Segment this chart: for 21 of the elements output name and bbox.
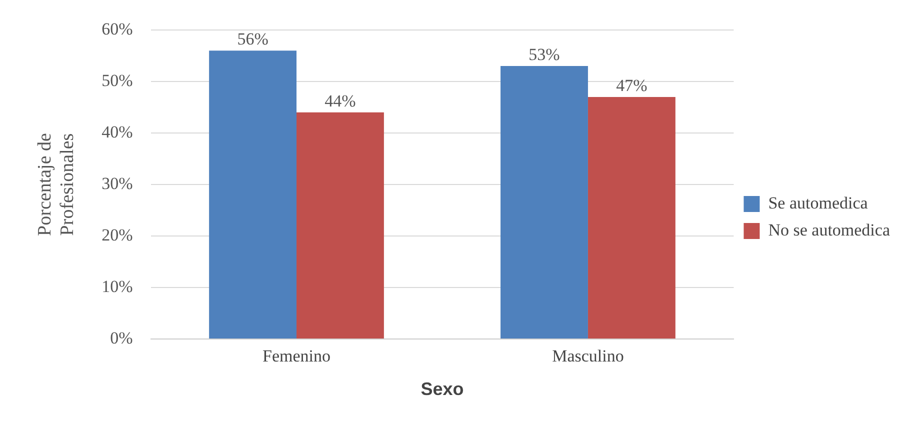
x-axis-title: Sexo (420, 379, 464, 400)
y-tick-label: 30% (102, 174, 133, 193)
y-tick-label: 20% (102, 225, 133, 244)
x-tick-label: Femenino (262, 346, 330, 366)
bar (500, 66, 588, 338)
y-tick-label: 10% (102, 276, 133, 296)
data-label: 44% (324, 91, 356, 110)
y-tick-label: 40% (102, 122, 133, 142)
y-tick-label: 0% (110, 328, 133, 348)
bar (296, 112, 384, 338)
legend-label: No se automedica (768, 220, 890, 240)
bar (588, 96, 676, 338)
data-label: 56% (237, 30, 268, 49)
x-tick-label: Masculino (552, 346, 624, 366)
data-label: 47% (616, 76, 648, 95)
y-tick-label: 50% (102, 70, 133, 90)
y-axis-title: Porcentaje de Profesionales (34, 133, 78, 236)
data-label: 53% (528, 45, 560, 64)
y-tick-label: 60% (102, 19, 133, 38)
bar (209, 50, 296, 338)
legend-label: Se automedica (768, 193, 868, 212)
